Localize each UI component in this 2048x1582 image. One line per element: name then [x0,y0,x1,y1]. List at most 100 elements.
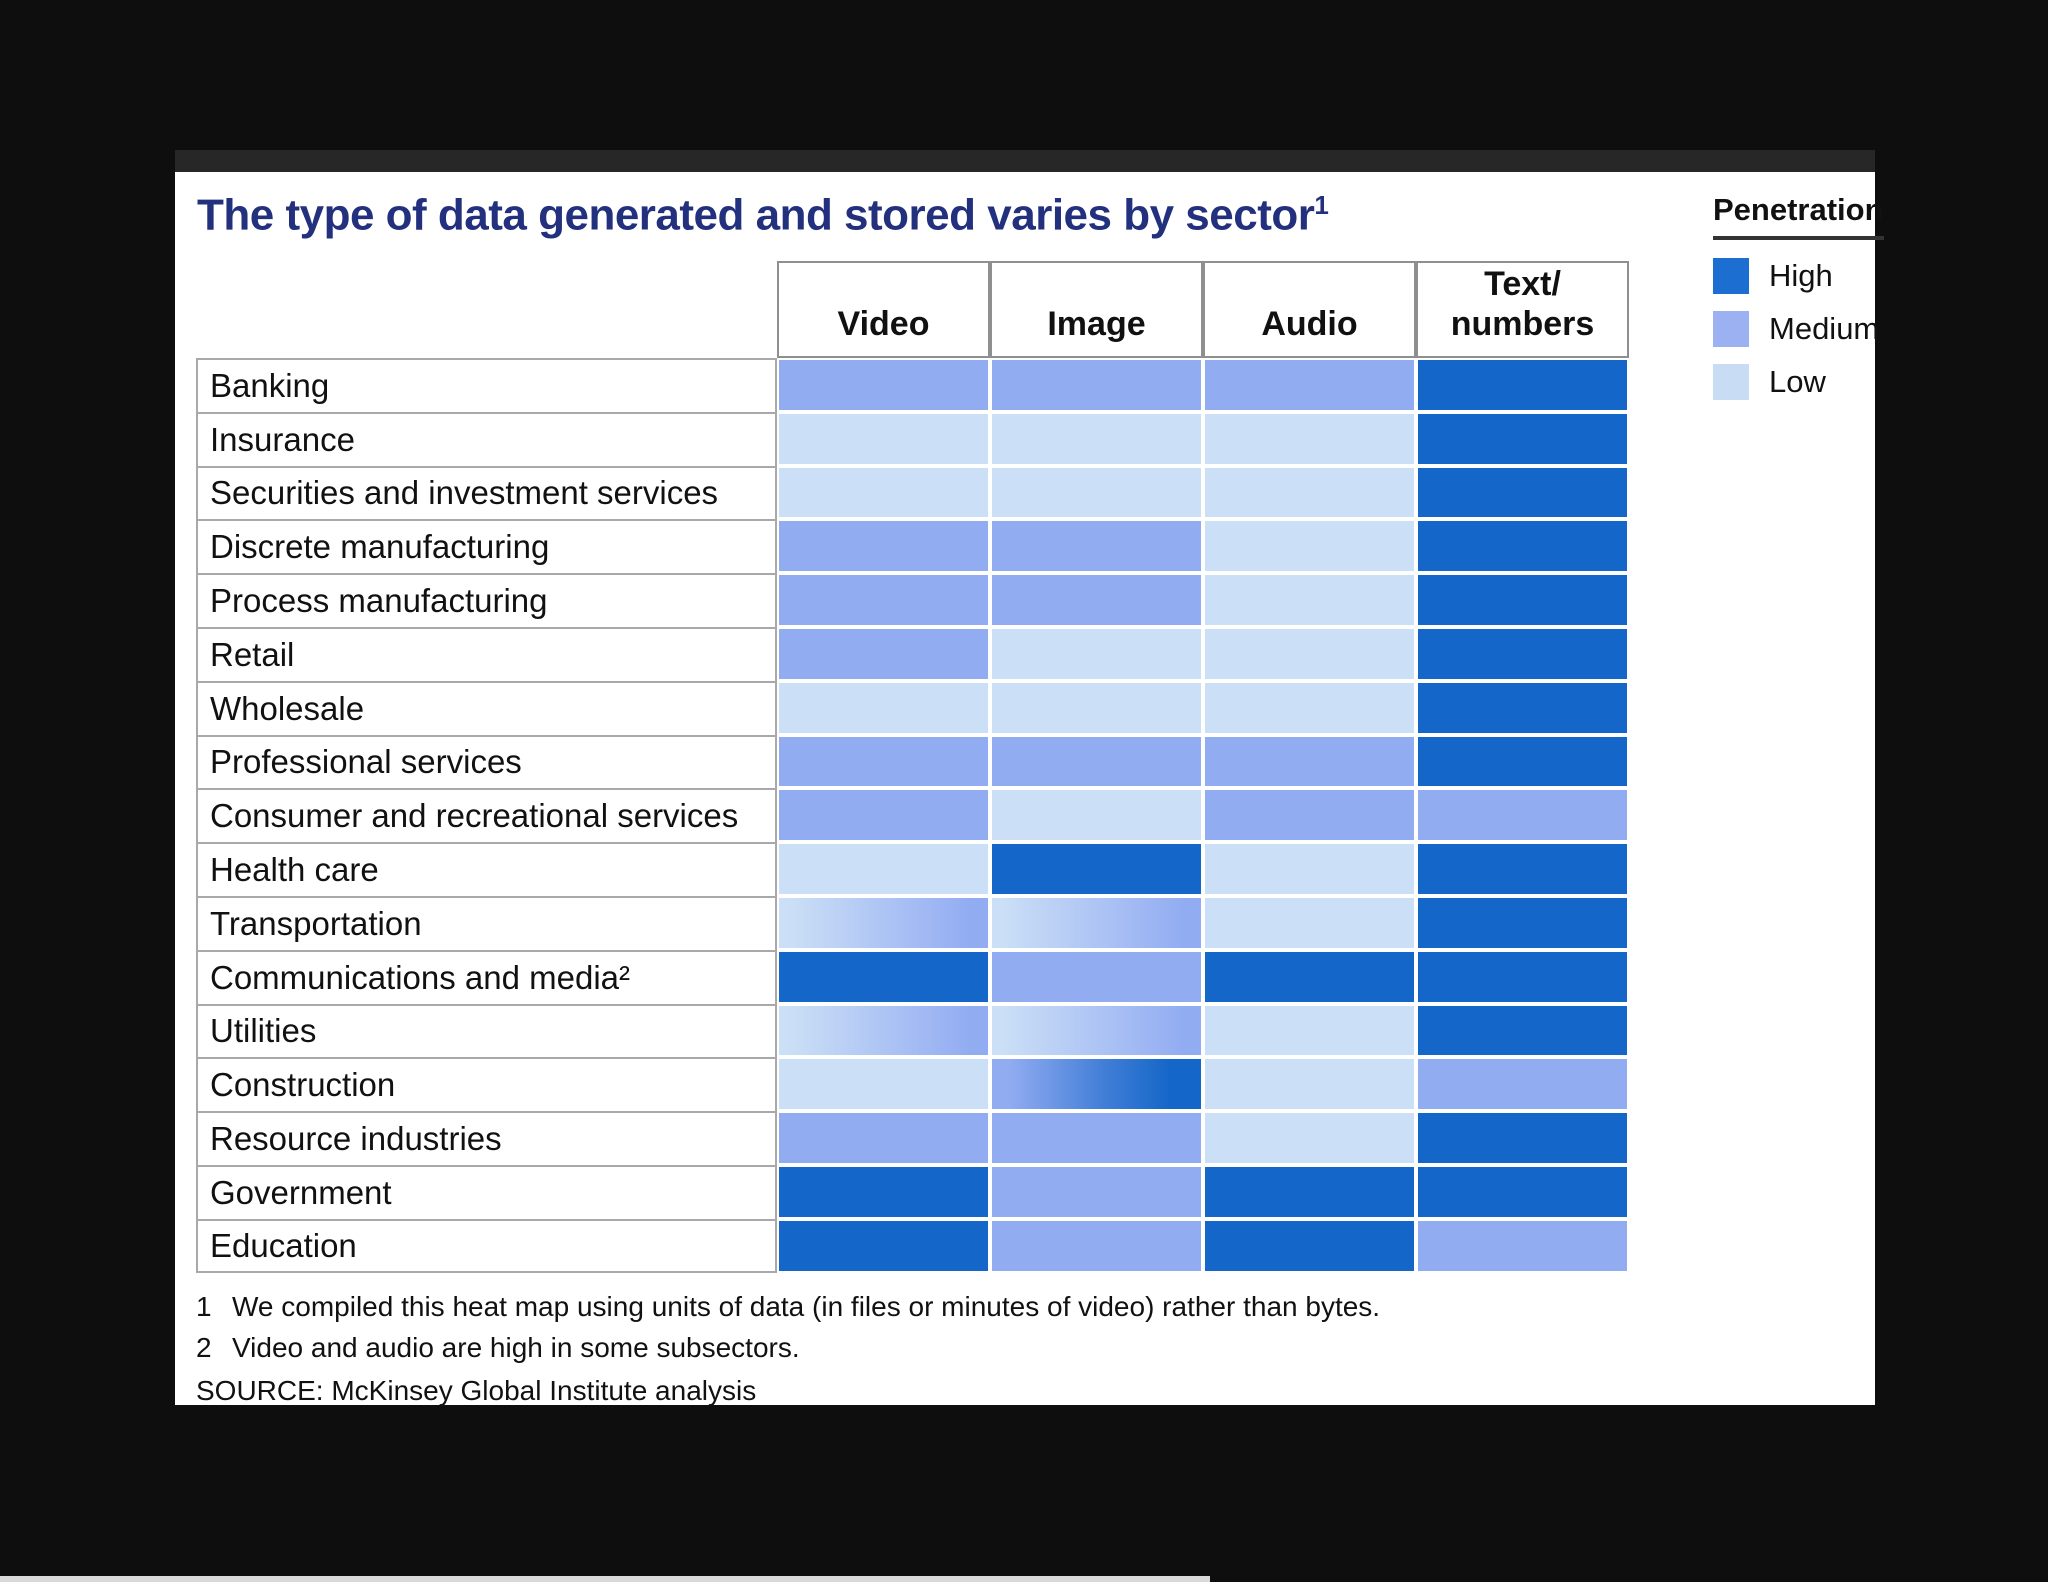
heatmap-cell [1416,626,1629,681]
heatmap-cell [777,842,990,896]
heatmap-cell [1416,895,1629,950]
chart-title: The type of data generated and stored va… [197,190,1329,241]
heatmap-cell [777,680,990,735]
legend-item-low: Low [1713,364,1903,400]
heatmap-cell [1416,519,1629,574]
bottom-edge-strip [0,1576,1210,1582]
footnote-text: Video and audio are high in some subsect… [232,1332,800,1363]
heatmap-cell [1416,1111,1629,1165]
row-label: Consumer and recreational services [196,788,777,843]
heatmap-cell [1416,465,1629,520]
heatmap-cell [1203,358,1416,412]
heatmap-corner-cell [196,261,777,358]
footnote-2: 2 Video and audio are high in some subse… [196,1327,1380,1368]
row-label: Process manufacturing [196,573,777,627]
chart-title-footnote-marker: 1 [1314,190,1329,220]
heatmap-cell [990,1218,1203,1273]
row-label: Education [196,1218,777,1273]
heatmap-cell [1416,358,1629,412]
row-label: Government [196,1164,777,1219]
legend-label: Medium [1769,311,1880,346]
heatmap-cell [777,626,990,681]
heatmap-cell [1203,842,1416,896]
heatmap-cell [990,734,1203,789]
legend: Penetration High Medium Low [1713,192,1903,417]
heatmap-cell [1416,1057,1629,1112]
heatmap-cell [777,358,990,412]
heatmap-table: Video Image Audio Text/numbers Banking Insura… [196,261,1629,1273]
heatmap-cell [990,680,1203,735]
heatmap-cell [1416,949,1629,1004]
legend-items: High Medium Low [1713,258,1903,400]
footnote-marker: 2 [196,1332,212,1363]
heatmap-cell [1203,949,1416,1004]
heatmap-cell [777,465,990,520]
heatmap-cell [990,949,1203,1004]
heatmap-cell [990,895,1203,950]
heatmap-cell [1416,680,1629,735]
chart-panel: The type of data generated and stored va… [175,150,1884,1406]
heatmap-cell [1203,411,1416,466]
heatmap-cell [990,842,1203,896]
legend-label: High [1769,258,1833,293]
heatmap-cell [1203,1218,1416,1273]
heatmap-cell [1203,1057,1416,1112]
heatmap-cell [1203,519,1416,574]
row-label: Banking [196,358,777,412]
heatmap-cell [777,1003,990,1058]
heatmap-cell [990,1057,1203,1112]
row-label: Insurance [196,411,777,466]
heatmap-cell [777,788,990,843]
panel-top-bar [175,150,1875,172]
column-header: Image [990,261,1203,358]
row-label: Transportation [196,895,777,950]
heatmap-cell [777,573,990,627]
heatmap-cell [777,895,990,950]
heatmap-cell [990,358,1203,412]
row-label: Professional services [196,734,777,789]
heatmap-cell [777,949,990,1004]
row-label: Construction [196,1057,777,1112]
heatmap-cell [1203,465,1416,520]
legend-item-medium: Medium [1713,311,1903,347]
heatmap-cell [1203,895,1416,950]
source-line: SOURCE: McKinsey Global Institute analys… [196,1375,757,1406]
legend-swatch-low-icon [1713,364,1749,400]
legend-item-high: High [1713,258,1903,294]
heatmap-cell [990,788,1203,843]
heatmap-cell [777,1164,990,1219]
heatmap-cell [1203,680,1416,735]
heatmap-cell [990,573,1203,627]
heatmap-cell [990,1111,1203,1165]
heatmap-cell [777,734,990,789]
heatmap-cell [1416,1003,1629,1058]
heatmap-cell [1203,1111,1416,1165]
heatmap-cell [1416,573,1629,627]
row-label: Securities and investment services [196,465,777,520]
heatmap-cell [1203,626,1416,681]
legend-title: Penetration [1713,192,1884,240]
row-label: Utilities [196,1003,777,1058]
row-label: Retail [196,626,777,681]
heatmap-cell [1203,734,1416,789]
row-label: Health care [196,842,777,896]
heatmap-cell [990,626,1203,681]
heatmap-cell [777,411,990,466]
heatmap-cell [1203,788,1416,843]
footnote-text: We compiled this heat map using units of… [232,1291,1381,1322]
heatmap-cell [1416,1218,1629,1273]
heatmap-cell [990,411,1203,466]
heatmap-cell [1416,842,1629,896]
column-header: Text/numbers [1416,261,1629,358]
legend-swatch-medium-icon [1713,311,1749,347]
heatmap-cell [777,1111,990,1165]
heatmap-cell [1416,1164,1629,1219]
legend-label: Low [1769,364,1826,399]
heatmap-cell [1416,734,1629,789]
heatmap-cell [990,519,1203,574]
row-label: Communications and media² [196,949,777,1004]
legend-swatch-high-icon [1713,258,1749,294]
heatmap-cell [777,519,990,574]
heatmap-cell [1416,411,1629,466]
heatmap-cell [1203,1164,1416,1219]
